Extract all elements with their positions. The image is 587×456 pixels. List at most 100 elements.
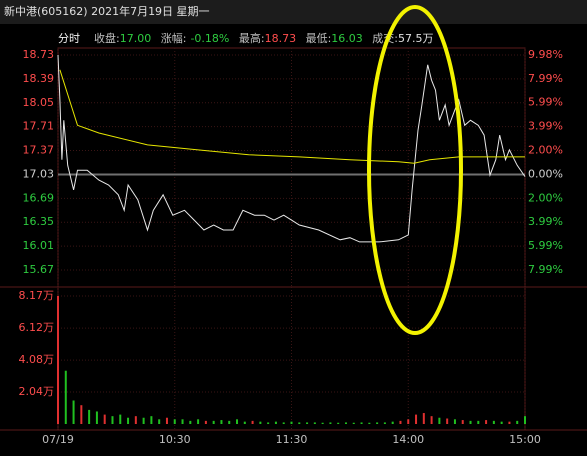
field-value: 16.03 <box>331 32 363 45</box>
volume-bar <box>181 419 184 424</box>
price-line <box>57 54 526 243</box>
volume-bar <box>337 422 340 424</box>
volume-bar <box>430 416 433 424</box>
y2-tick-label: 5.99% <box>528 239 563 252</box>
volume-bar <box>290 421 293 424</box>
y2-tick-label: 3.99% <box>528 120 563 133</box>
price-line <box>59 69 525 164</box>
y-tick-label: 16.35 <box>23 215 55 228</box>
volume-bar <box>142 417 145 424</box>
volume-bar <box>212 420 215 424</box>
y2-tick-label: 5.99% <box>528 96 563 109</box>
volume-bar <box>173 419 176 424</box>
volume-bar <box>72 400 75 424</box>
volume-bar <box>243 421 246 424</box>
volume-bar <box>415 414 418 424</box>
volume-bar <box>267 422 270 424</box>
volume-bar <box>88 409 91 424</box>
field-value: -0.18% <box>190 32 229 45</box>
volume-bar <box>469 420 472 424</box>
volume-bar <box>80 405 83 424</box>
plot-layer: 18.73 18.39 18.05 17.71 17.37 17.03 16.69 16.35… <box>19 48 563 446</box>
volume-bar <box>165 417 168 424</box>
field-value: 57.5万 <box>398 32 434 45</box>
volume-bar <box>150 416 153 424</box>
y-tick-label: 18.39 <box>23 72 55 85</box>
volume-bar <box>461 420 464 424</box>
volume-bar <box>508 421 511 424</box>
y-tick-label: 4.08万 <box>19 353 55 366</box>
y-tick-label: 16.01 <box>23 239 55 252</box>
volume-bar <box>516 420 519 424</box>
mode-label: 分时 <box>58 32 80 45</box>
volume-bar <box>391 421 394 424</box>
volume-bar <box>524 416 526 424</box>
x-tick-label: 11:30 <box>276 433 308 446</box>
volume-bar <box>197 419 200 424</box>
field-label: 收盘: <box>94 31 120 45</box>
highlight-ellipse <box>367 5 463 335</box>
volume-bar <box>352 422 355 424</box>
volume-bar <box>477 420 480 424</box>
stock-title: 新中港(605162) 2021年7月19日 星期一 <box>4 4 210 18</box>
volume-bar <box>134 416 137 424</box>
y-tick-label: 6.12万 <box>19 321 55 334</box>
volume-bar <box>313 422 316 424</box>
volume-bar <box>111 416 114 424</box>
volume-bar <box>321 422 324 424</box>
y2-tick-label: 7.99% <box>528 72 563 85</box>
volume-bar <box>298 422 301 424</box>
volume-bar <box>438 417 441 424</box>
volume-bar <box>344 422 347 424</box>
y2-tick-label: 3.99% <box>528 215 563 228</box>
title-bar <box>0 0 587 24</box>
volume-bar <box>220 420 223 424</box>
volume-bar <box>95 411 98 424</box>
field-value: 17.00 <box>120 32 152 45</box>
y-tick-label: 17.37 <box>23 144 55 157</box>
field-label: 最低: <box>306 32 332 45</box>
volume-bar <box>204 420 207 424</box>
volume-bar <box>306 422 309 424</box>
y-tick-label: 8.17万 <box>19 289 55 302</box>
volume-bar <box>422 413 425 424</box>
volume-bar <box>64 370 67 424</box>
volume-bar <box>453 419 456 424</box>
volume-bar <box>485 420 488 424</box>
y-tick-label: 17.71 <box>23 120 55 133</box>
volume-bar <box>158 419 161 424</box>
y-tick-label: 18.05 <box>23 96 55 109</box>
y-tick-label: 2.04万 <box>19 385 55 398</box>
quote-info: 收盘:17.00 涨幅: -0.18% 最高:18.73 最低:16.03 成交:… <box>94 31 434 45</box>
volume-bar <box>329 422 332 424</box>
volume-bar <box>127 417 130 424</box>
field-label: 成交: <box>372 31 398 45</box>
y2-tick-label: 9.98% <box>528 48 563 61</box>
volume-bar <box>103 414 106 424</box>
volume-bar <box>368 422 371 424</box>
volume-bar <box>282 422 285 424</box>
y2-tick-label: 2.00% <box>528 191 563 204</box>
y2-tick-label: 2.00% <box>528 143 563 156</box>
y-tick-label: 18.73 <box>23 48 55 61</box>
volume-bar <box>500 421 503 424</box>
volume-bar <box>259 421 262 424</box>
y2-tick-label: 7.99% <box>528 263 563 276</box>
volume-bar <box>236 419 239 424</box>
field-label: 最高: <box>239 31 265 45</box>
volume-bar <box>383 422 386 424</box>
x-tick-label: 14:00 <box>392 433 424 446</box>
volume-bar <box>360 422 363 424</box>
volume-bar <box>189 420 192 424</box>
field-label: 涨幅: <box>161 32 187 45</box>
x-tick-label: 07/19 <box>42 433 74 446</box>
volume-bar <box>407 419 410 424</box>
volume-bar <box>492 420 495 424</box>
y-tick-label: 17.03 <box>23 167 55 180</box>
volume-bar <box>57 296 59 424</box>
field-value: 18.73 <box>265 32 297 45</box>
volume-bar <box>376 422 379 424</box>
x-tick-label: 10:30 <box>159 433 191 446</box>
volume-bar <box>274 421 277 424</box>
